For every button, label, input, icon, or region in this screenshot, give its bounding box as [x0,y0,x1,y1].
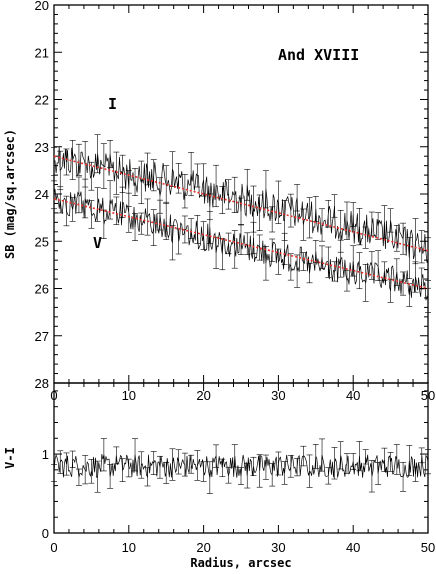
y-tick-label: 21 [35,45,49,60]
bottom-panel-frame [53,382,429,534]
y-tick-label: 0 [42,526,49,541]
top-y-axis-title: SB (mag/sq.arcsec) [3,129,17,259]
top-fit-lines [53,155,429,290]
series-i-profile-line [53,146,429,263]
x-tick-label: 0 [50,540,57,555]
x-tick-label: 10 [122,388,136,403]
v-i-profile-line [53,453,429,479]
y-tick-label: 25 [35,234,49,249]
fit-line-v [53,197,429,290]
chart-title: And XVIII [278,46,359,64]
bottom-tick-labels: 0 10 20 30 40 50 0 1 [42,447,435,555]
x-tick-label: 40 [346,388,360,403]
x-tick-label: 30 [271,388,285,403]
x-tick-label: 50 [421,540,435,555]
x-tick-label: 20 [196,540,210,555]
x-tick-label: 30 [271,540,285,555]
series-v-profile-line [53,188,429,301]
bottom-ticks [53,383,429,534]
y-tick-label: 22 [35,93,49,108]
bottom-series-lines [53,453,429,479]
fit-line-i [53,155,429,252]
bottom-error-bars [51,438,431,494]
y-tick-label: 26 [35,282,49,297]
series-label-v: V [93,234,102,252]
top-series-lines [53,146,429,301]
series-label-i: I [108,95,117,113]
x-axis-title: Radius, arcsec [190,556,291,570]
top-ticks [53,4,429,384]
y-tick-label: 24 [35,187,49,202]
y-tick-label: 20 [35,0,49,13]
x-tick-label: 40 [346,540,360,555]
x-tick-label: 10 [122,540,136,555]
y-tick-label: 1 [42,447,49,462]
y-tick-label: 28 [35,376,49,391]
bottom-y-axis-title: V-I [3,447,17,469]
y-tick-label: 27 [35,329,49,344]
x-tick-label: 20 [196,388,210,403]
y-tick-label: 23 [35,140,49,155]
color-index-panel: 0 10 20 30 40 50 0 1 V-I Radius, arcsec [3,382,435,570]
